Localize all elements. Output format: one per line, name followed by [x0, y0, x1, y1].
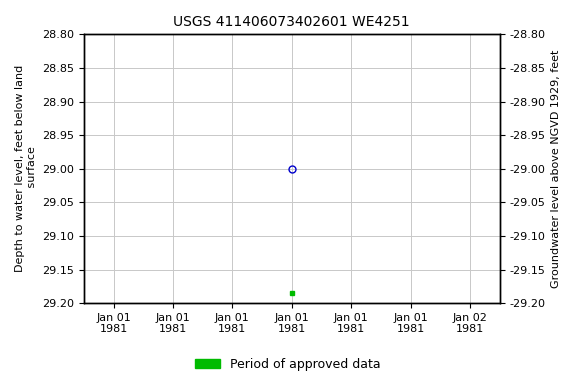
Y-axis label: Depth to water level, feet below land
 surface: Depth to water level, feet below land su… [15, 65, 37, 272]
Y-axis label: Groundwater level above NGVD 1929, feet: Groundwater level above NGVD 1929, feet [551, 50, 561, 288]
Legend: Period of approved data: Period of approved data [190, 353, 386, 376]
Title: USGS 411406073402601 WE4251: USGS 411406073402601 WE4251 [173, 15, 410, 29]
